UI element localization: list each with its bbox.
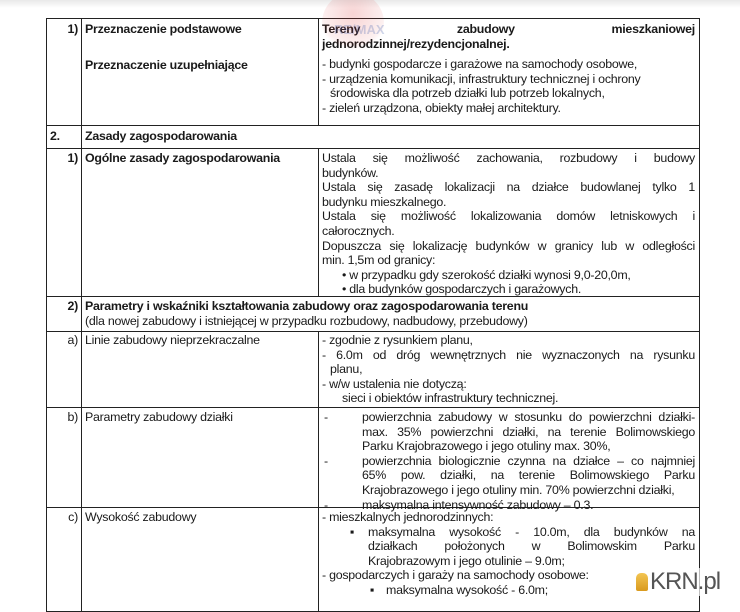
list-item: - powierzchnia zabudowy w stosunku do po… [322, 410, 695, 454]
section-heading: Parametry i wskaźniki kształtowania zabu… [85, 299, 529, 313]
row-number: a) [47, 332, 82, 407]
list-item: - urządzenia komunikacji, infrastruktury… [322, 71, 641, 86]
row-number: b) [47, 408, 82, 507]
dash-marker: - [324, 410, 328, 424]
row-number: 1) [47, 149, 82, 296]
text-line: działkach położonych w Bolimowskim Parku [368, 539, 695, 554]
text-line: 65% pow. działki, na terenie Bolimowskie… [362, 468, 695, 483]
text-line: Dopuszcza się lokalizację budynków w gra… [322, 238, 695, 253]
list-item: planu, [330, 362, 363, 377]
table-row: 1) Przeznaczenie podstawowe Przeznaczeni… [47, 19, 699, 126]
row-label: Wysokość zabudowy [82, 508, 319, 611]
table-row: 2. Zasady zagospodarowania [47, 126, 699, 149]
row-label: Przeznaczenie uzupełniające [85, 57, 248, 72]
row-number: 2) [47, 297, 82, 331]
text-line: maksymalna wysokość - 6.0m; [386, 582, 548, 597]
text-line: max. 35% powierzchni działki, na terenie… [362, 424, 695, 439]
list-heading: - mieszkalnych jednorodzinnych: [322, 510, 494, 524]
text-line: Krajobrazowego i jego otuliny min. 70% p… [362, 482, 675, 497]
list-item: - budynki gospodarcze i garażowe na samo… [322, 57, 638, 72]
text-line: Ustala się możliwość zachowania, rozbudo… [322, 151, 695, 165]
list-item: sieci i obiektów infrastruktury technicz… [342, 391, 559, 406]
remax-watermark-logo: RE/MAX [322, 0, 385, 54]
row-number: 1) [47, 19, 82, 125]
remax-watermark-text: RE/MAX [334, 22, 385, 37]
list-heading: - gospodarczych i garaży na samochody os… [322, 568, 589, 583]
text-line: maksymalna wysokość - 10.0m, dla budynkó… [368, 524, 695, 539]
text-line: powierzchnia zabudowy w stosunku do powi… [362, 410, 695, 424]
list-item: - zgodnie z rysunkiem planu, [322, 333, 473, 347]
row-label: Parametry zabudowy działki [82, 408, 319, 507]
list-item: środowiska dla potrzeb działki lub potrz… [330, 86, 605, 101]
text-line: budynków. [322, 165, 379, 180]
text-line: Ustala się możliwość lokalizowania domów… [322, 209, 695, 224]
table-row: a) Linie zabudowy nieprzekraczalne - zgo… [47, 332, 699, 408]
list-item: - maksymalna intensywność zabudowy – 0.3… [322, 498, 695, 513]
house-icon [636, 573, 648, 591]
list-item: - powierzchnia biologicznie czynna na dz… [322, 454, 695, 498]
row-number: 2. [47, 126, 82, 148]
text-line: powierzchnia biologicznie czynna na dzia… [362, 453, 695, 468]
krn-watermark-text: KRN.pl [650, 568, 721, 595]
table-row: c) Wysokość zabudowy - mieszkalnych jedn… [47, 508, 699, 612]
table-row: 2) Parametry i wskaźniki kształtowania z… [47, 297, 699, 332]
list-item: - 6.0m od dróg wewnętrznych nie wyznaczo… [322, 347, 695, 362]
bullet-marker: ▪ [370, 582, 375, 597]
row-number: c) [47, 508, 82, 611]
list-item: - w/w ustalenia nie dotyczą: [322, 376, 467, 391]
list-item: - zieleń urządzona, obiekty małej archit… [322, 100, 561, 115]
row-value: Tereny zabudowy mieszkaniowej [322, 22, 695, 36]
zoning-table: 1) Przeznaczenie podstawowe Przeznaczeni… [46, 18, 700, 612]
row-value: jednorodzinnej/rezydencjonalnej. [322, 36, 510, 51]
row-label: Linie zabudowy nieprzekraczalne [82, 332, 319, 407]
list-item: • dla budynków gospodarczych i garażowyc… [342, 282, 582, 297]
text-line: maksymalna intensywność zabudowy – 0.3. [362, 497, 594, 512]
list-item: • w przypadku gdy szerokość działki wyno… [342, 267, 631, 282]
row-label: Przeznaczenie podstawowe [85, 22, 242, 36]
dash-marker: - [324, 453, 328, 468]
list-item: ▪ maksymalna wysokość - 10.0m, dla budyn… [322, 525, 695, 569]
list-item: ▪ maksymalna wysokość - 6.0m; [322, 583, 695, 598]
krn-watermark-logo: KRN.pl [636, 568, 721, 596]
table-row: b) Parametry zabudowy działki - powierzc… [47, 408, 699, 512]
text-line: budynku mieszkalnego. [322, 194, 447, 209]
section-heading: Zasady zagospodarowania [85, 129, 237, 143]
text-line: min. 1,5m od granicy: [322, 253, 436, 268]
text-line: Ustala się zasadę lokalizacji na działce… [322, 180, 695, 195]
text-line: całorocznych. [322, 223, 395, 238]
bullet-marker: ▪ [350, 524, 355, 539]
dash-marker: - [324, 497, 328, 512]
viewer-top-edge [0, 0, 740, 8]
text-line: Krajobrazowym i jego otulinie – 9.0m; [368, 553, 565, 568]
section-subtitle: (dla nowej zabudowy i istniejącej w przy… [85, 313, 528, 328]
text-line: Parku Krajobrazowego i jego otuliny max.… [362, 439, 611, 454]
table-row: 1) Ogólne zasady zagospodarowania Ustala… [47, 149, 699, 297]
row-label: Ogólne zasady zagospodarowania [82, 149, 319, 296]
